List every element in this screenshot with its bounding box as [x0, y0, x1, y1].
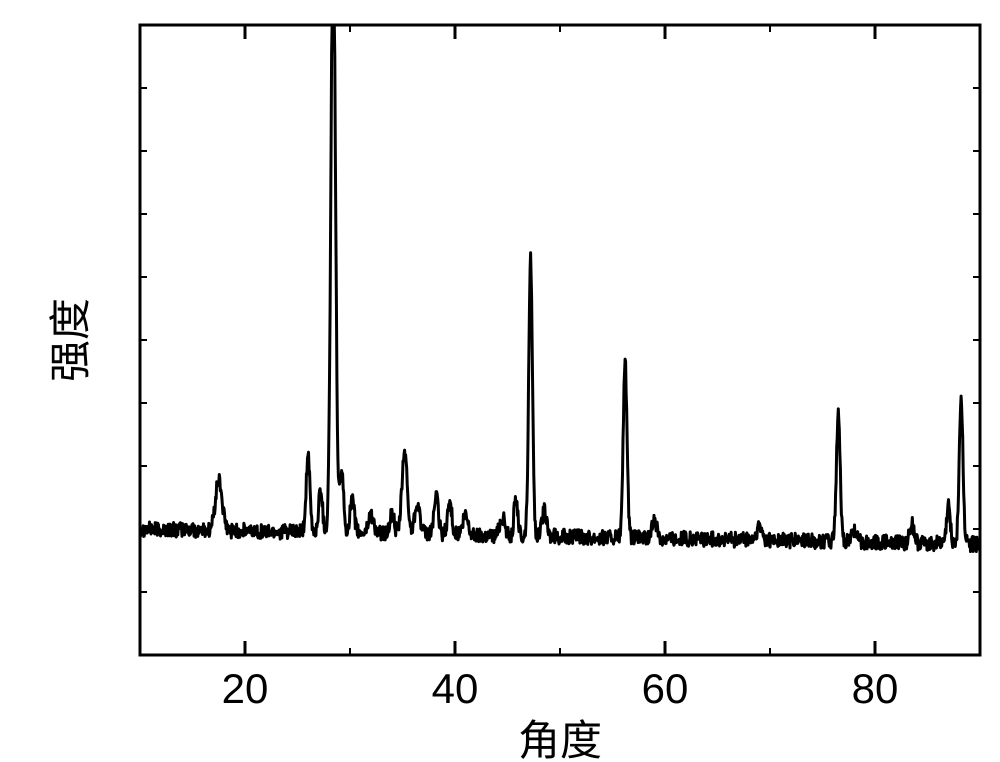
svg-text:20: 20: [222, 665, 269, 712]
svg-text:角度: 角度: [518, 719, 602, 762]
xrd-chart: 20 40 60 80 角度 强度: [0, 0, 1000, 762]
svg-text:强度: 强度: [49, 298, 95, 382]
svg-text:60: 60: [642, 665, 689, 712]
svg-text:40: 40: [432, 665, 479, 712]
chart-svg: 20 40 60 80 角度 强度: [0, 0, 1000, 762]
svg-text:80: 80: [852, 665, 899, 712]
